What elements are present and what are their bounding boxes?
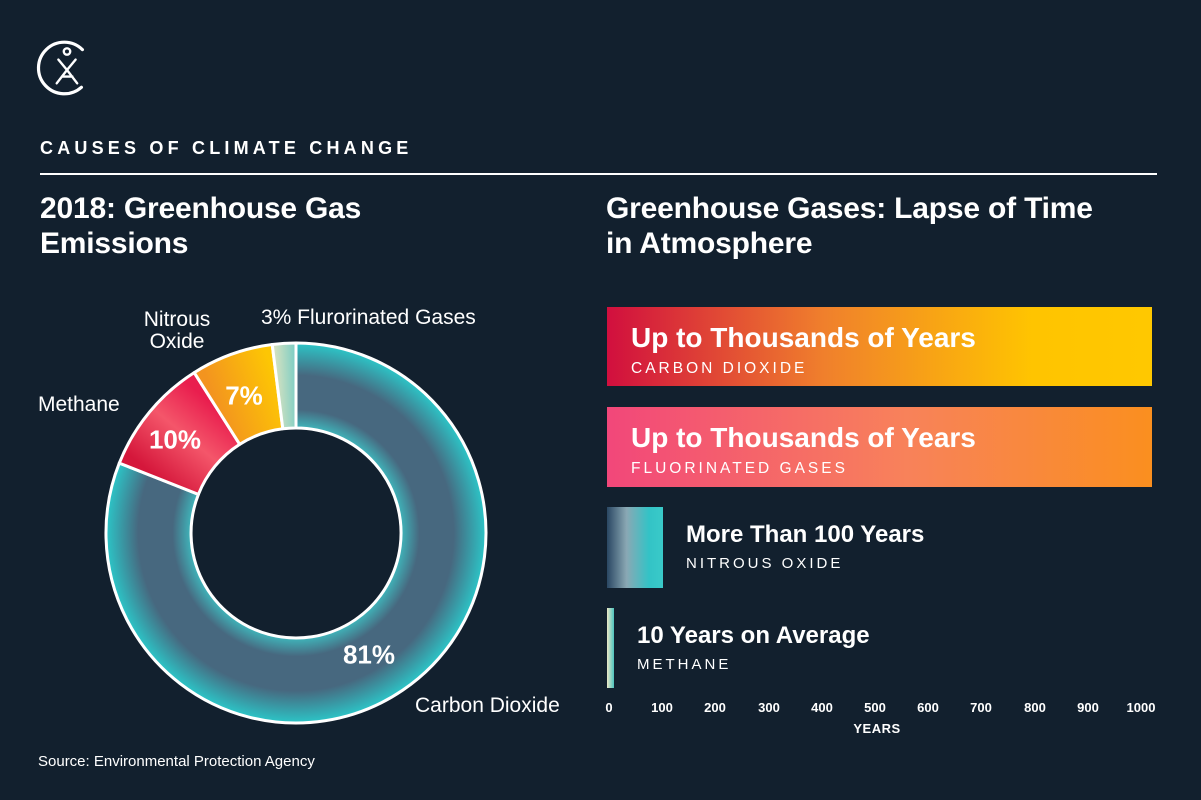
- axis-title: YEARS: [853, 721, 901, 736]
- donut-label-fluorinated-gases: 3% Flurorinated Gases: [261, 306, 476, 329]
- axis-tick: 800: [1024, 700, 1046, 715]
- bar-gas-label: CARBON DIOXIDE: [631, 360, 808, 377]
- donut-slice-fluorinated-gases: [270, 341, 298, 431]
- axis-tick: 0: [605, 700, 613, 715]
- axis-tick: 500: [864, 700, 886, 715]
- axis-tick: 100: [651, 700, 673, 715]
- lifetime-bar-methane: [607, 608, 614, 688]
- lifetime-bar-nitrous-oxide: [607, 507, 663, 588]
- axis-tick: 1000: [1126, 700, 1156, 715]
- lifetime-bar-fluorinated-gases: Up to Thousands of Years FLUORINATED GAS…: [607, 407, 1152, 487]
- axis-tick: 900: [1077, 700, 1099, 715]
- donut-label-methane: Methane: [38, 393, 120, 416]
- bar-headline: More Than 100 Years: [686, 521, 925, 548]
- bar-gas-label: FLUORINATED GASES: [631, 460, 848, 477]
- lifetime-bar-carbon-dioxide: Up to Thousands of Years CARBON DIOXIDE: [607, 307, 1152, 386]
- axis-tick: 300: [758, 700, 780, 715]
- axis-tick: 700: [970, 700, 992, 715]
- header-divider: [40, 173, 1157, 175]
- axis-tick: 400: [811, 700, 833, 715]
- lifetime-text-methane: 10 Years on Average METHANE: [637, 622, 870, 673]
- bar-gas-label: METHANE: [637, 656, 732, 673]
- lapse-panel-title: Greenhouse Gases: Lapse of Time in Atmos…: [606, 192, 1093, 260]
- eyebrow-title: CAUSES OF CLIMATE CHANGE: [40, 138, 413, 158]
- bar-gas-label: NITROUS OXIDE: [686, 555, 844, 572]
- donut-value-nitrous-oxide: 7%: [225, 380, 263, 411]
- bar-headline: 10 Years on Average: [637, 622, 870, 649]
- source-note: Source: Environmental Protection Agency: [38, 753, 315, 770]
- donut-label-carbon-dioxide: Carbon Dioxide: [415, 694, 560, 717]
- donut-label-nitrous-oxide: Nitrous Oxide: [143, 308, 211, 353]
- donut-value-carbon-dioxide: 81%: [342, 639, 396, 670]
- lifetime-text-nitrous-oxide: More Than 100 Years NITROUS OXIDE: [686, 521, 924, 572]
- walking-person-logo-icon: [36, 40, 84, 96]
- axis-tick: 600: [917, 700, 939, 715]
- donut-value-methane: 10%: [148, 424, 202, 455]
- emissions-chart-title: 2018: Greenhouse Gas Emissions: [40, 192, 362, 260]
- bar-headline: Up to Thousands of Years: [631, 322, 976, 353]
- donut-slice-carbon-dioxide: [104, 341, 488, 725]
- bar-headline: Up to Thousands of Years: [631, 422, 976, 453]
- axis-tick: 200: [704, 700, 726, 715]
